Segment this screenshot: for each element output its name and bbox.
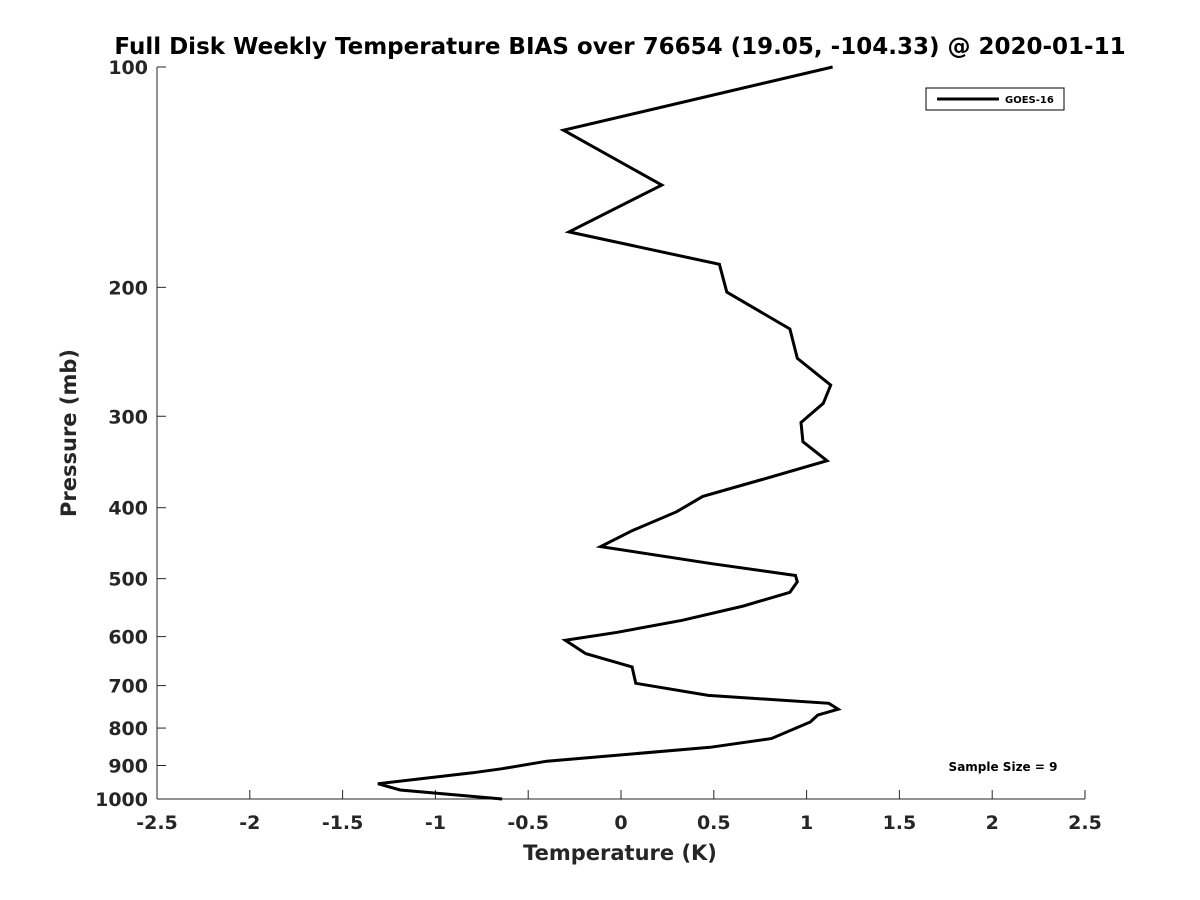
chart-title: Full Disk Weekly Temperature BIAS over 7… bbox=[114, 34, 1125, 60]
x-tick-label: -2.5 bbox=[136, 812, 178, 834]
x-tick-label: 0 bbox=[614, 812, 627, 834]
y-tick-label: 500 bbox=[108, 569, 148, 591]
x-tick-label: 0.5 bbox=[697, 812, 731, 834]
x-tick-label: -1 bbox=[425, 812, 446, 834]
y-tick-label: 400 bbox=[108, 498, 148, 520]
sample-size-annotation: Sample Size = 9 bbox=[949, 760, 1058, 774]
y-tick-label: 1000 bbox=[95, 789, 148, 811]
x-tick-label: 2 bbox=[986, 812, 999, 834]
y-tick-label: 700 bbox=[108, 676, 148, 698]
y-tick-label: 900 bbox=[108, 756, 148, 778]
y-tick-label: 800 bbox=[108, 718, 148, 740]
y-tick-label: 100 bbox=[108, 57, 148, 79]
x-tick-label: 1 bbox=[800, 812, 813, 834]
y-tick-label: 200 bbox=[108, 277, 148, 299]
axes bbox=[156, 67, 1085, 800]
y-axis-label: Pressure (mb) bbox=[57, 349, 81, 517]
x-axis-label: Temperature (K) bbox=[523, 841, 717, 865]
legend-entry-goes-16: GOES-16 bbox=[1005, 95, 1054, 106]
series-line-goes-16 bbox=[377, 65, 842, 801]
x-tick-label: -1.5 bbox=[322, 812, 364, 834]
legend: GOES-16 bbox=[925, 87, 1065, 111]
x-tick-label: -0.5 bbox=[507, 812, 549, 834]
y-axis-ticks: 100 200 300 400 500 600 700 800 900 1000 bbox=[95, 57, 166, 811]
x-tick-label: 1.5 bbox=[883, 812, 917, 834]
y-tick-label: 300 bbox=[108, 406, 148, 428]
x-tick-label: -2 bbox=[239, 812, 260, 834]
x-tick-label: 2.5 bbox=[1068, 812, 1102, 834]
y-tick-label: 600 bbox=[108, 627, 148, 649]
x-axis-ticks: -2.5 -2 -1.5 -1 -0.5 0 0.5 1 1.5 2 2.5 bbox=[136, 790, 1102, 834]
